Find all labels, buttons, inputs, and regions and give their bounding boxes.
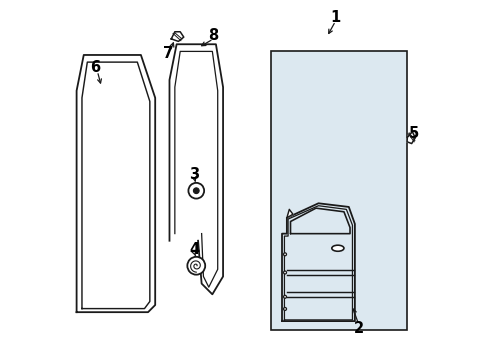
FancyBboxPatch shape	[271, 51, 406, 330]
Polygon shape	[286, 210, 292, 218]
Text: 7: 7	[163, 46, 172, 61]
Text: 6: 6	[90, 60, 100, 75]
Circle shape	[283, 307, 286, 310]
Circle shape	[188, 183, 203, 199]
Text: 8: 8	[208, 28, 218, 43]
Text: 3: 3	[189, 167, 199, 182]
Ellipse shape	[331, 245, 343, 251]
Text: 4: 4	[189, 242, 199, 257]
Circle shape	[187, 257, 205, 275]
Circle shape	[283, 253, 286, 256]
Polygon shape	[171, 32, 183, 41]
Text: 1: 1	[330, 10, 340, 25]
Circle shape	[193, 188, 199, 194]
Circle shape	[283, 271, 286, 274]
Text: 2: 2	[353, 321, 363, 336]
Circle shape	[283, 295, 286, 298]
Polygon shape	[406, 132, 414, 144]
Text: 5: 5	[408, 126, 418, 141]
